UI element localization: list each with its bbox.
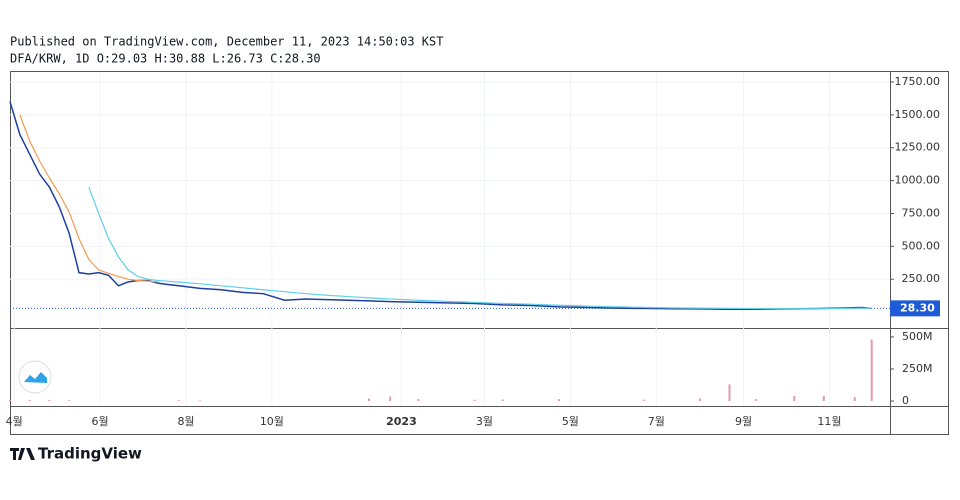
- x-tick-label: 6월: [92, 415, 109, 428]
- volume-bar: [755, 399, 758, 402]
- volume-bar: [642, 399, 645, 402]
- y-tick-label: 500M: [902, 330, 933, 343]
- y-tick-label: 1750.00: [895, 75, 941, 88]
- volume-bar: [558, 399, 561, 402]
- frame: [10, 71, 949, 435]
- volume-bar: [48, 399, 51, 402]
- chart-title: Published on TradingView.com, December 1…: [10, 35, 443, 49]
- volume-bar: [177, 400, 180, 402]
- y-tick-label: 500.00: [902, 239, 941, 252]
- y-tick-label: 0: [902, 394, 909, 407]
- volume-bar: [368, 398, 371, 402]
- volume-bar: [473, 399, 476, 402]
- y-tick-label: 250.00: [902, 272, 941, 285]
- x-tick-label: 3월: [476, 415, 493, 428]
- price-line: [19, 114, 158, 283]
- volume-bar: [501, 399, 504, 402]
- y-tick-label: 1000.00: [895, 174, 941, 187]
- last-price-box: [890, 300, 940, 317]
- brand-logo: [10, 448, 35, 460]
- volume-bar: [68, 400, 71, 402]
- volume-bar: [793, 395, 796, 402]
- y-tick-label: 250M: [902, 362, 933, 375]
- x-tick-label: 2023: [386, 415, 417, 428]
- brand: TradingView: [38, 445, 142, 463]
- volume-bar: [199, 400, 202, 402]
- y-tick-label: 1500.00: [895, 108, 941, 121]
- volume-bar: [389, 396, 392, 402]
- x-tick-label: 10월: [260, 415, 284, 428]
- volume-bar: [28, 399, 31, 402]
- x-tick-label: 5월: [562, 415, 579, 428]
- volume-bar: [853, 397, 856, 402]
- x-tick-label: 9월: [735, 415, 752, 428]
- y-tick-label: 750.00: [902, 206, 941, 219]
- x-tick-label: 4월: [6, 415, 23, 428]
- last-price-label: 28.30: [900, 301, 935, 314]
- y-tick-label: 1250.00: [895, 141, 941, 154]
- volume-bar: [870, 339, 873, 402]
- x-tick-label: 7월: [648, 415, 665, 428]
- logo-badge[interactable]: [18, 360, 52, 394]
- chart-subtitle: DFA/KRW, 1D O:29.03 H:30.88 L:26.73 C:28…: [10, 52, 321, 66]
- price-line: [88, 186, 872, 310]
- volume-bar: [822, 395, 825, 402]
- volume-bar: [728, 384, 731, 402]
- price-line: [9, 101, 872, 310]
- x-tick-label: 8월: [177, 415, 194, 428]
- x-tick-label: 11월: [817, 415, 841, 428]
- volume-bar: [417, 399, 420, 402]
- volume-bar: [9, 399, 11, 402]
- volume-bar: [698, 398, 701, 402]
